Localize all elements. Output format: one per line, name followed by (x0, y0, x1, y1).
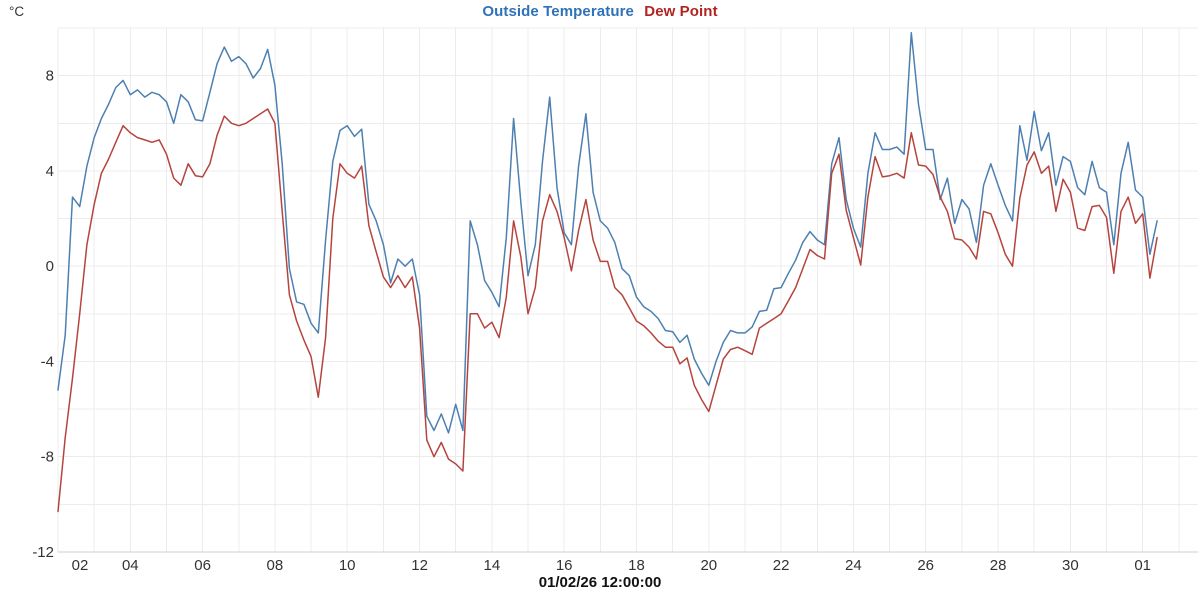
x-tick-label: 26 (917, 557, 934, 574)
y-tick-label: 8 (46, 68, 54, 85)
y-tick-label: -12 (32, 544, 54, 561)
x-tick-label: 08 (267, 557, 284, 574)
x-tick-label: 10 (339, 557, 356, 574)
x-tick-label: 01 (1134, 557, 1151, 574)
x-tick-label: 12 (411, 557, 428, 574)
y-tick-label: -8 (41, 449, 54, 466)
x-tick-label: 16 (556, 557, 573, 574)
legend-item-dew-point[interactable]: Dew Point (644, 3, 718, 20)
y-tick-label: 0 (46, 258, 54, 275)
chart-legend: Outside Temperature Dew Point (0, 3, 1200, 20)
y-tick-label: -4 (41, 354, 54, 371)
x-tick-label: 22 (773, 557, 790, 574)
x-axis-caption: 01/02/26 12:00:00 (538, 574, 662, 591)
x-tick-label: 06 (194, 557, 211, 574)
y-tick-label: 4 (46, 163, 54, 180)
outside-temperature-line (57, 32, 1158, 434)
x-tick-label: 02 (72, 557, 89, 574)
x-tick-label: 30 (1062, 557, 1079, 574)
x-tick-label: 04 (122, 557, 139, 574)
x-tick-label: 28 (990, 557, 1007, 574)
x-tick-label: 14 (484, 557, 501, 574)
legend-item-outside-temperature[interactable]: Outside Temperature (482, 3, 634, 20)
y-axis-unit: °C (9, 4, 25, 19)
x-tick-label: 18 (628, 557, 645, 574)
x-tick-label: 24 (845, 557, 862, 574)
dew-point-line (57, 108, 1158, 513)
x-tick-label: 20 (700, 557, 717, 574)
